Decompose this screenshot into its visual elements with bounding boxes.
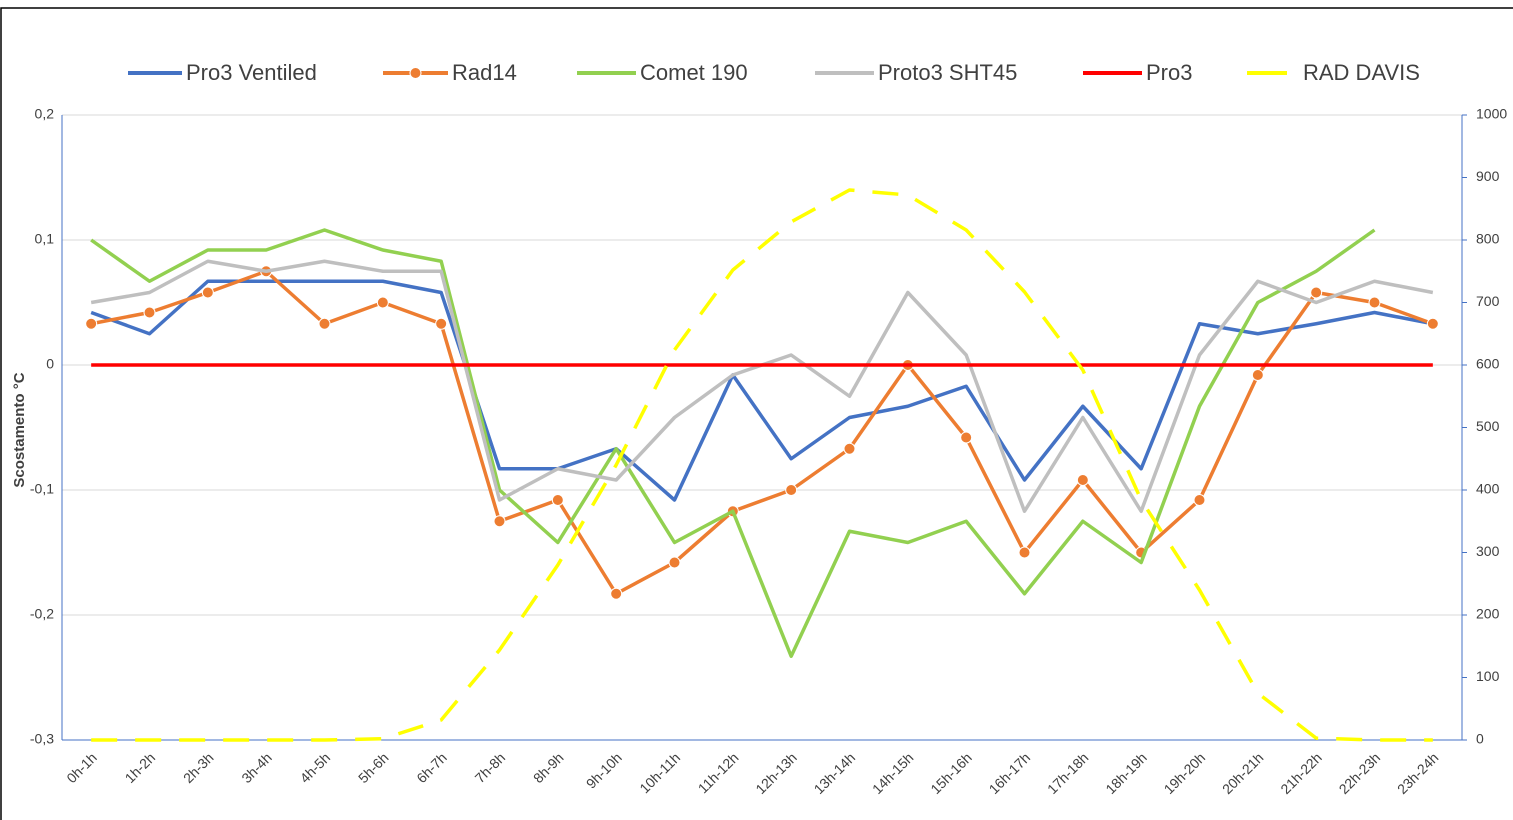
marker bbox=[1251, 369, 1264, 381]
x-tick-label: 17h-18h bbox=[1044, 749, 1092, 797]
y-tick-label: 0,2 bbox=[35, 106, 55, 122]
x-tick-label: 16h-17h bbox=[986, 749, 1034, 797]
y2-tick-label: 500 bbox=[1476, 418, 1500, 434]
y2-tick-label: 300 bbox=[1476, 543, 1500, 559]
x-tick-label: 9h-10h bbox=[583, 749, 625, 791]
x-tick-label: 23h-24h bbox=[1394, 749, 1442, 797]
x-tick-label: 8h-9h bbox=[530, 749, 567, 786]
x-tick-label: 21h-22h bbox=[1277, 749, 1325, 797]
y2-tick-label: 1000 bbox=[1476, 106, 1507, 122]
x-tick-label: 22h-23h bbox=[1336, 749, 1384, 797]
x-tick-label: 4h-5h bbox=[297, 749, 334, 786]
marker bbox=[668, 556, 681, 569]
x-tick-label: 20h-21h bbox=[1219, 749, 1267, 797]
series-line bbox=[90, 228, 1376, 658]
y-tick-label: -0,1 bbox=[30, 481, 54, 497]
legend-marker bbox=[409, 67, 422, 79]
x-tick-label: 3h-4h bbox=[238, 749, 275, 786]
marker bbox=[143, 306, 156, 319]
marker bbox=[960, 431, 973, 444]
x-tick-label: 12h-13h bbox=[752, 749, 800, 797]
y2-tick-label: 0 bbox=[1476, 731, 1484, 747]
legend-text: Rad14 bbox=[452, 60, 517, 85]
x-tick-label: 14h-15h bbox=[869, 749, 917, 797]
x-tick-label: 2h-3h bbox=[180, 749, 217, 786]
marker bbox=[435, 317, 448, 330]
x-tick-label: 13h-14h bbox=[811, 749, 859, 797]
marker bbox=[1018, 546, 1031, 559]
marker bbox=[1310, 286, 1323, 299]
legend-text: Proto3 SHT45 bbox=[878, 60, 1017, 85]
marker bbox=[843, 442, 856, 455]
y-tick-label: 0,1 bbox=[35, 231, 55, 247]
marker bbox=[85, 317, 98, 330]
x-tick-label: 0h-1h bbox=[63, 749, 100, 786]
y-axis-title: Scostamento °C bbox=[11, 372, 28, 487]
marker bbox=[493, 515, 506, 528]
legend-text: Comet 190 bbox=[640, 60, 748, 85]
y2-tick-label: 100 bbox=[1476, 668, 1500, 684]
x-tick-label: 18h-19h bbox=[1102, 749, 1150, 797]
marker bbox=[318, 317, 331, 330]
y2-tick-label: 700 bbox=[1476, 293, 1500, 309]
series-line bbox=[90, 259, 1434, 513]
marker bbox=[201, 286, 214, 299]
y-tick-label: -0,3 bbox=[30, 731, 54, 747]
marker bbox=[1193, 494, 1206, 506]
y-tick-label: 0 bbox=[46, 356, 54, 372]
y-tick-label: -0,2 bbox=[30, 606, 54, 622]
marker bbox=[610, 587, 623, 600]
x-tick-label: 10h-11h bbox=[636, 749, 683, 796]
x-tick-label: 1h-2h bbox=[122, 749, 159, 786]
series-line bbox=[91, 188, 1433, 742]
y2-tick-label: 800 bbox=[1476, 231, 1500, 247]
y2-tick-label: 400 bbox=[1476, 481, 1500, 497]
series-line bbox=[90, 279, 1434, 502]
x-tick-label: 5h-6h bbox=[355, 749, 392, 786]
legend-text: RAD DAVIS bbox=[1303, 60, 1420, 85]
y2-tick-label: 600 bbox=[1476, 356, 1500, 372]
marker bbox=[551, 494, 564, 506]
marker bbox=[376, 296, 389, 309]
x-tick-label: 7h-8h bbox=[472, 749, 509, 786]
x-tick-label: 11h-12h bbox=[695, 749, 742, 796]
marker bbox=[1368, 296, 1381, 309]
x-tick-label: 6h-7h bbox=[413, 749, 450, 786]
marker bbox=[785, 484, 798, 496]
y2-tick-label: 900 bbox=[1476, 168, 1500, 184]
y2-tick-label: 200 bbox=[1476, 606, 1500, 622]
marker bbox=[1426, 317, 1439, 330]
legend-text: Pro3 Ventiled bbox=[186, 60, 317, 85]
legend-text: Pro3 bbox=[1146, 60, 1192, 85]
frame bbox=[0, 7, 1513, 820]
x-tick-label: 19h-20h bbox=[1161, 749, 1209, 797]
x-tick-label: 15h-16h bbox=[927, 749, 975, 797]
marker bbox=[1076, 474, 1089, 486]
series-line bbox=[90, 269, 1434, 596]
